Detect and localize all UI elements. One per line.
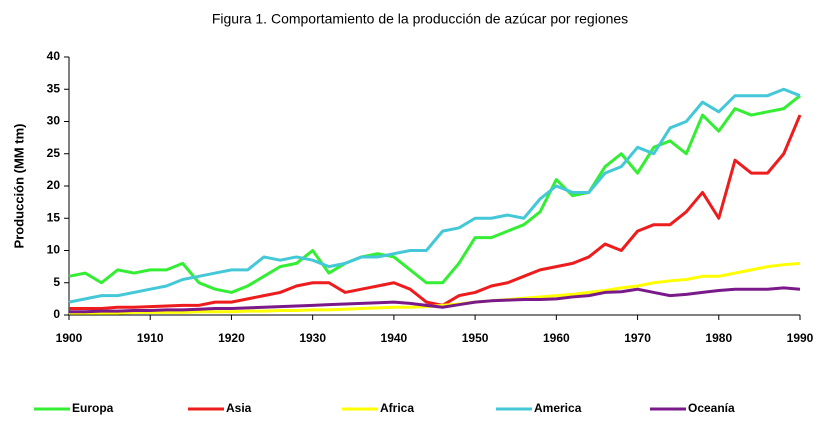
chart-title: Figura 1. Comportamiento de la producció… bbox=[212, 11, 628, 27]
x-tick-label: 1980 bbox=[705, 331, 732, 345]
y-tick-label: 5 bbox=[53, 275, 60, 289]
x-tick-label: 1920 bbox=[218, 331, 245, 345]
y-tick-label: 10 bbox=[47, 243, 61, 257]
x-tick-label: 1960 bbox=[543, 331, 570, 345]
legend-label: Oceanía bbox=[688, 401, 735, 415]
series-line bbox=[68, 87, 801, 304]
y-tick-label: 25 bbox=[47, 146, 61, 160]
series-line bbox=[68, 94, 801, 294]
x-tick-label: 1990 bbox=[787, 331, 814, 345]
y-tick-label: 40 bbox=[47, 49, 61, 63]
y-tick-label: 30 bbox=[47, 114, 61, 128]
x-tick-label: 1950 bbox=[462, 331, 489, 345]
legend-label: Africa bbox=[380, 401, 414, 415]
legend-label: Asia bbox=[226, 401, 252, 415]
y-tick-label: 0 bbox=[53, 307, 60, 321]
y-axis-label: Producción (MM tm) bbox=[11, 124, 26, 249]
x-tick-label: 1910 bbox=[137, 331, 164, 345]
y-tick-label: 20 bbox=[47, 178, 61, 192]
x-tick-label: 1900 bbox=[56, 331, 83, 345]
x-tick-label: 1930 bbox=[299, 331, 326, 345]
legend-label: America bbox=[534, 401, 582, 415]
series-line bbox=[69, 286, 801, 314]
y-tick-label: 15 bbox=[47, 210, 61, 224]
series-line bbox=[69, 114, 802, 311]
x-tick-label: 1970 bbox=[624, 331, 651, 345]
y-tick-label: 35 bbox=[47, 81, 61, 95]
legend-label: Europa bbox=[72, 401, 114, 415]
x-tick-label: 1940 bbox=[381, 331, 408, 345]
